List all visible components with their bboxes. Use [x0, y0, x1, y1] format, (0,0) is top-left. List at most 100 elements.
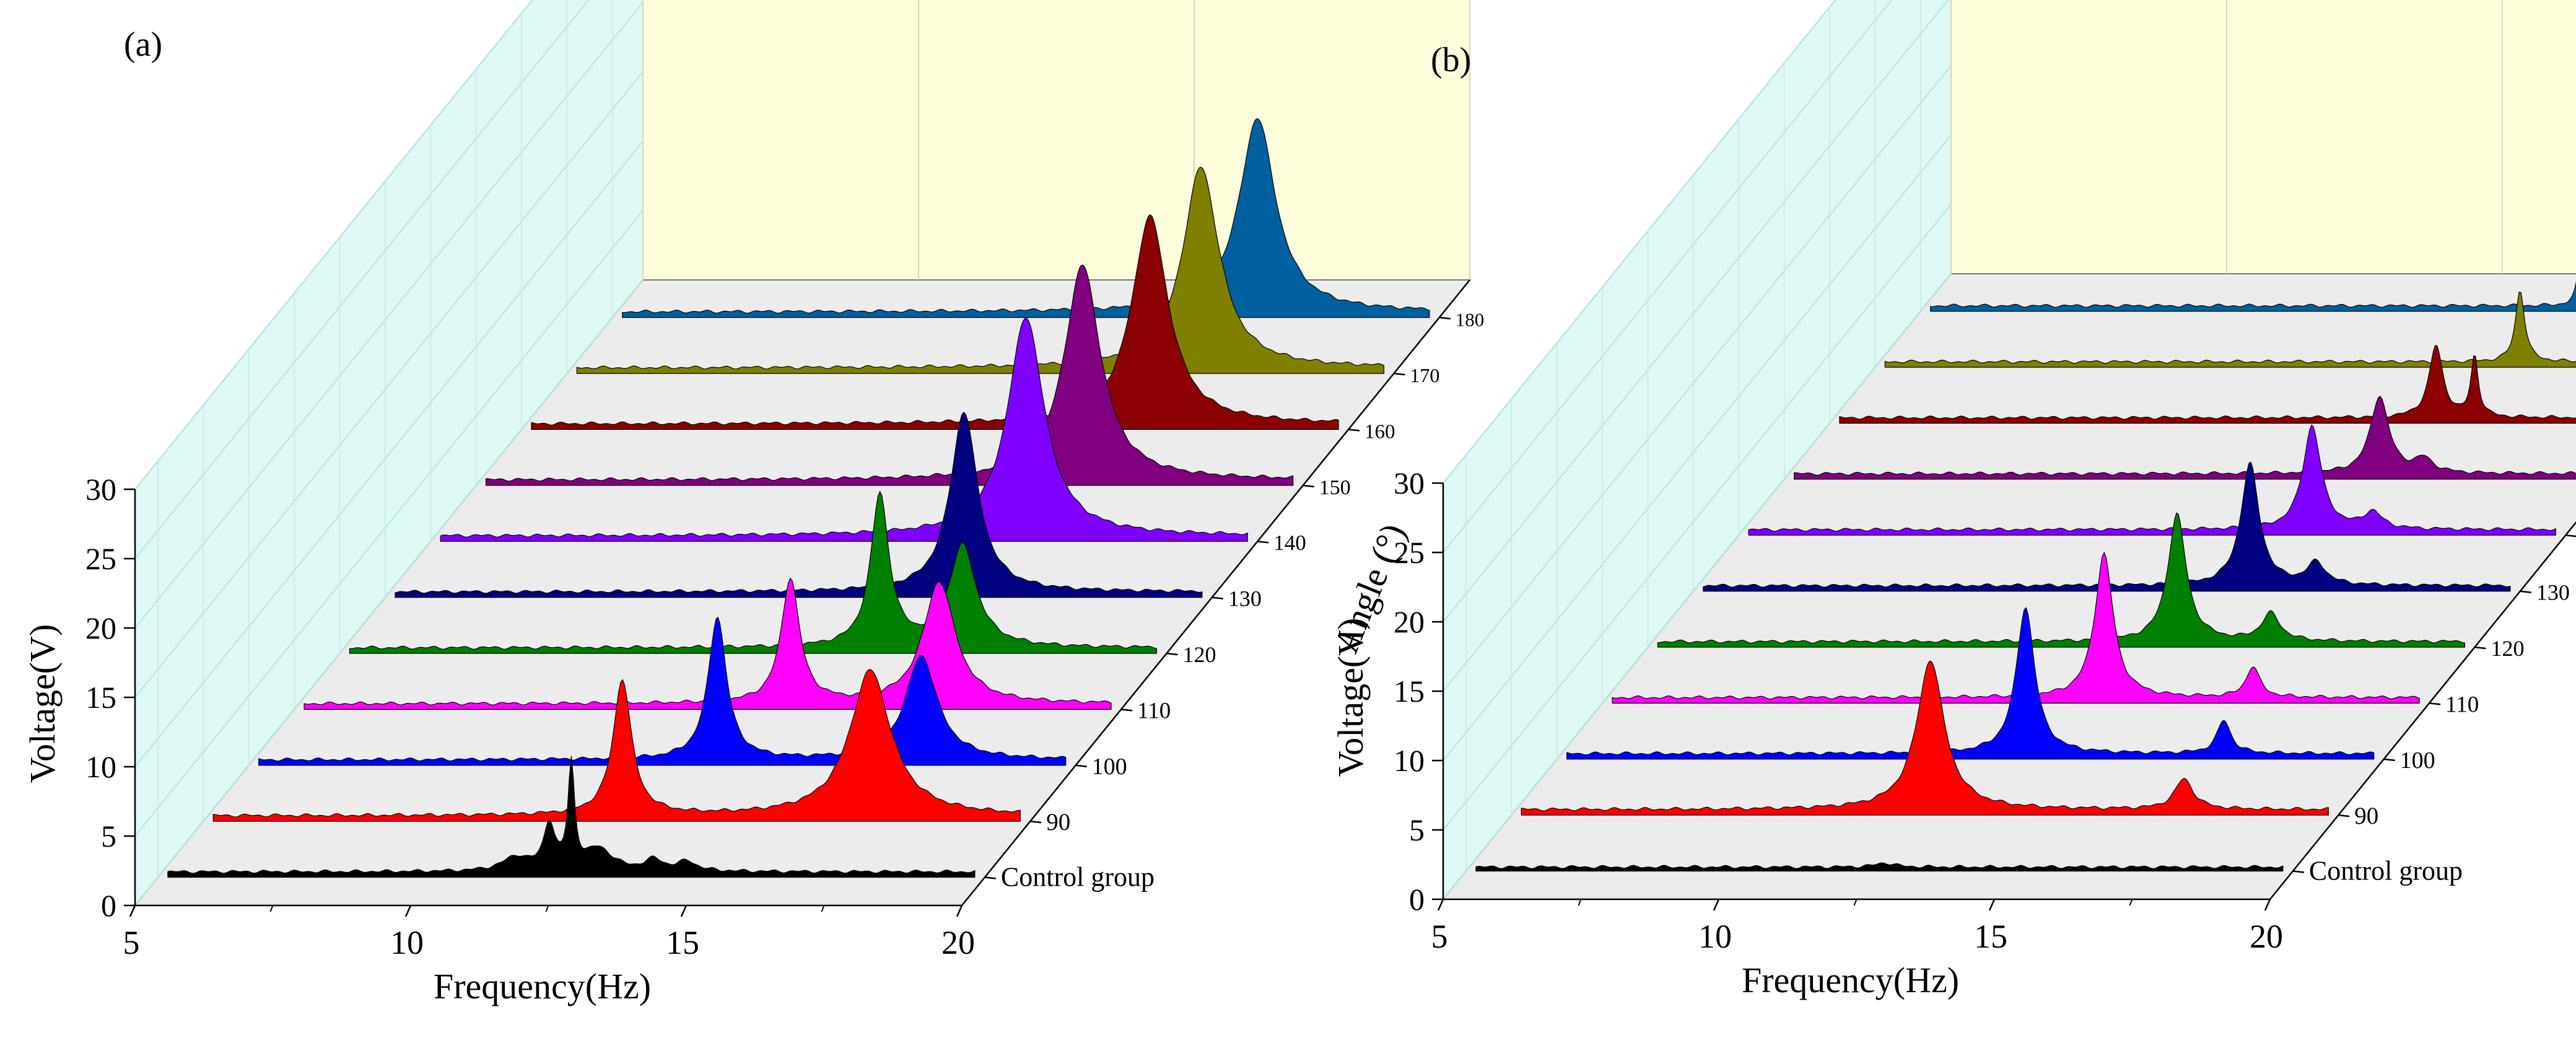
- x-axis-title: Frequency(Hz): [434, 966, 651, 1006]
- side-grid-line: [134, 279, 644, 906]
- z-tick: [2565, 534, 2576, 538]
- y-tick-label: 20: [1394, 604, 1425, 639]
- z-tick: [2292, 870, 2305, 873]
- z-tick-label: Control group: [1001, 862, 1155, 892]
- x-minor-tick: [269, 905, 274, 912]
- y-tick-label: 0: [101, 888, 116, 923]
- back-wall: [1950, 0, 2576, 274]
- y-tick-label: 25: [85, 541, 116, 576]
- x-tick-label: 5: [123, 924, 140, 961]
- z-tick-label: 100: [2400, 748, 2435, 774]
- side-grid-line: [1443, 65, 1952, 692]
- z-tick: [1030, 820, 1042, 824]
- x-tick-label: 15: [666, 924, 699, 961]
- z-tick: [2520, 590, 2531, 593]
- side-grid-line: [1443, 273, 1952, 900]
- x-minor-tick: [545, 905, 549, 912]
- series-ridge-170: [576, 167, 1384, 374]
- z-tick-label: 90: [2354, 803, 2378, 829]
- side-grid-line: [134, 2, 644, 629]
- series-ridge-180: [622, 118, 1430, 318]
- z-tick: [1348, 429, 1360, 432]
- z-tick: [2429, 702, 2441, 705]
- z-tick: [1439, 316, 1451, 320]
- z-tick: [1212, 596, 1223, 600]
- z-tick-label: 110: [2445, 692, 2479, 717]
- y-tick-label: 30: [85, 472, 116, 507]
- y-axis-title: Voltage(V): [1330, 618, 1371, 777]
- y-tick-label: 15: [1394, 674, 1425, 709]
- z-tick: [984, 876, 997, 879]
- z-tick-label: 110: [1137, 698, 1171, 723]
- series-ridge-120: [1657, 512, 2465, 648]
- z-tick-label: 170: [1410, 364, 1439, 386]
- series-ridge-170: [1884, 291, 2576, 368]
- z-tick: [1394, 372, 1405, 376]
- x-minor-tick: [2129, 899, 2133, 906]
- side-grid-line: [134, 0, 590, 559]
- series-ridge-100: [1566, 607, 2375, 760]
- series-ridge-120: [349, 491, 1158, 654]
- x-tick-label: 20: [941, 924, 975, 961]
- z-tick-label: 160: [1364, 421, 1395, 443]
- z-tick-label: 180: [1456, 309, 1485, 331]
- y-axis-title: Voltage(V): [22, 624, 63, 783]
- z-tick-label: 120: [2491, 636, 2524, 661]
- series-ridge-control-group: [1475, 862, 2284, 872]
- side-grid-line: [134, 141, 644, 767]
- x-tick: [129, 905, 136, 917]
- x-tick: [1437, 899, 1444, 911]
- x-minor-tick: [1578, 899, 1582, 906]
- series-ridge-control-group: [167, 756, 976, 878]
- x-tick: [2264, 899, 2271, 911]
- z-tick-label: 100: [1092, 754, 1127, 780]
- series-ridge-140: [1748, 424, 2556, 536]
- series-ridge-140: [440, 318, 1248, 542]
- x-tick-label: 20: [2250, 918, 2283, 955]
- z-tick: [1166, 652, 1178, 656]
- y-tick-label: 25: [1394, 535, 1425, 570]
- x-axis-title: Frequency(Hz): [1742, 960, 1959, 1000]
- y-tick-label: 0: [1409, 882, 1425, 917]
- series-ridge-150: [1794, 396, 2576, 480]
- y-tick-label: 15: [85, 680, 116, 715]
- x-tick: [1988, 899, 1996, 911]
- z-axis-line: [961, 279, 1470, 906]
- side-grid-line: [1443, 134, 1952, 761]
- y-tick-label: 5: [1409, 813, 1425, 847]
- x-tick-label: 10: [390, 924, 424, 961]
- y-tick-label: 10: [1394, 743, 1425, 778]
- z-tick: [1075, 764, 1087, 768]
- z-tick: [1120, 709, 1133, 712]
- z-tick-label: 130: [1228, 587, 1262, 611]
- x-tick-label: 15: [1974, 918, 2007, 955]
- y-tick-label: 20: [85, 611, 116, 645]
- side-grid-line: [1443, 0, 1893, 553]
- back-wall: [642, 0, 1470, 281]
- z-tick-label: 130: [2536, 580, 2570, 605]
- x-tick: [1713, 899, 1720, 911]
- series-ridge-130: [395, 411, 1203, 598]
- z-tick-label: 140: [1273, 531, 1306, 555]
- x-tick: [404, 905, 412, 917]
- x-minor-tick: [821, 905, 825, 912]
- z-tick: [1303, 484, 1314, 488]
- y-tick-label: 10: [85, 749, 116, 784]
- panel-label-a: (a): [124, 25, 162, 64]
- x-tick-label: 5: [1431, 918, 1448, 955]
- z-tick: [2474, 646, 2486, 650]
- side-grid-line: [1443, 0, 1836, 484]
- series-ridge-150: [485, 264, 1294, 486]
- side-grid-line: [1443, 0, 1949, 622]
- z-axis-line: [2269, 521, 2576, 900]
- series-ridge-160: [531, 214, 1339, 430]
- series-ridge-160: [1839, 345, 2576, 424]
- x-tick: [680, 905, 688, 917]
- y-tick-label: 30: [1394, 466, 1425, 500]
- z-tick: [2383, 758, 2395, 762]
- series-ridge-90: [1521, 660, 2329, 816]
- x-tick: [956, 905, 963, 917]
